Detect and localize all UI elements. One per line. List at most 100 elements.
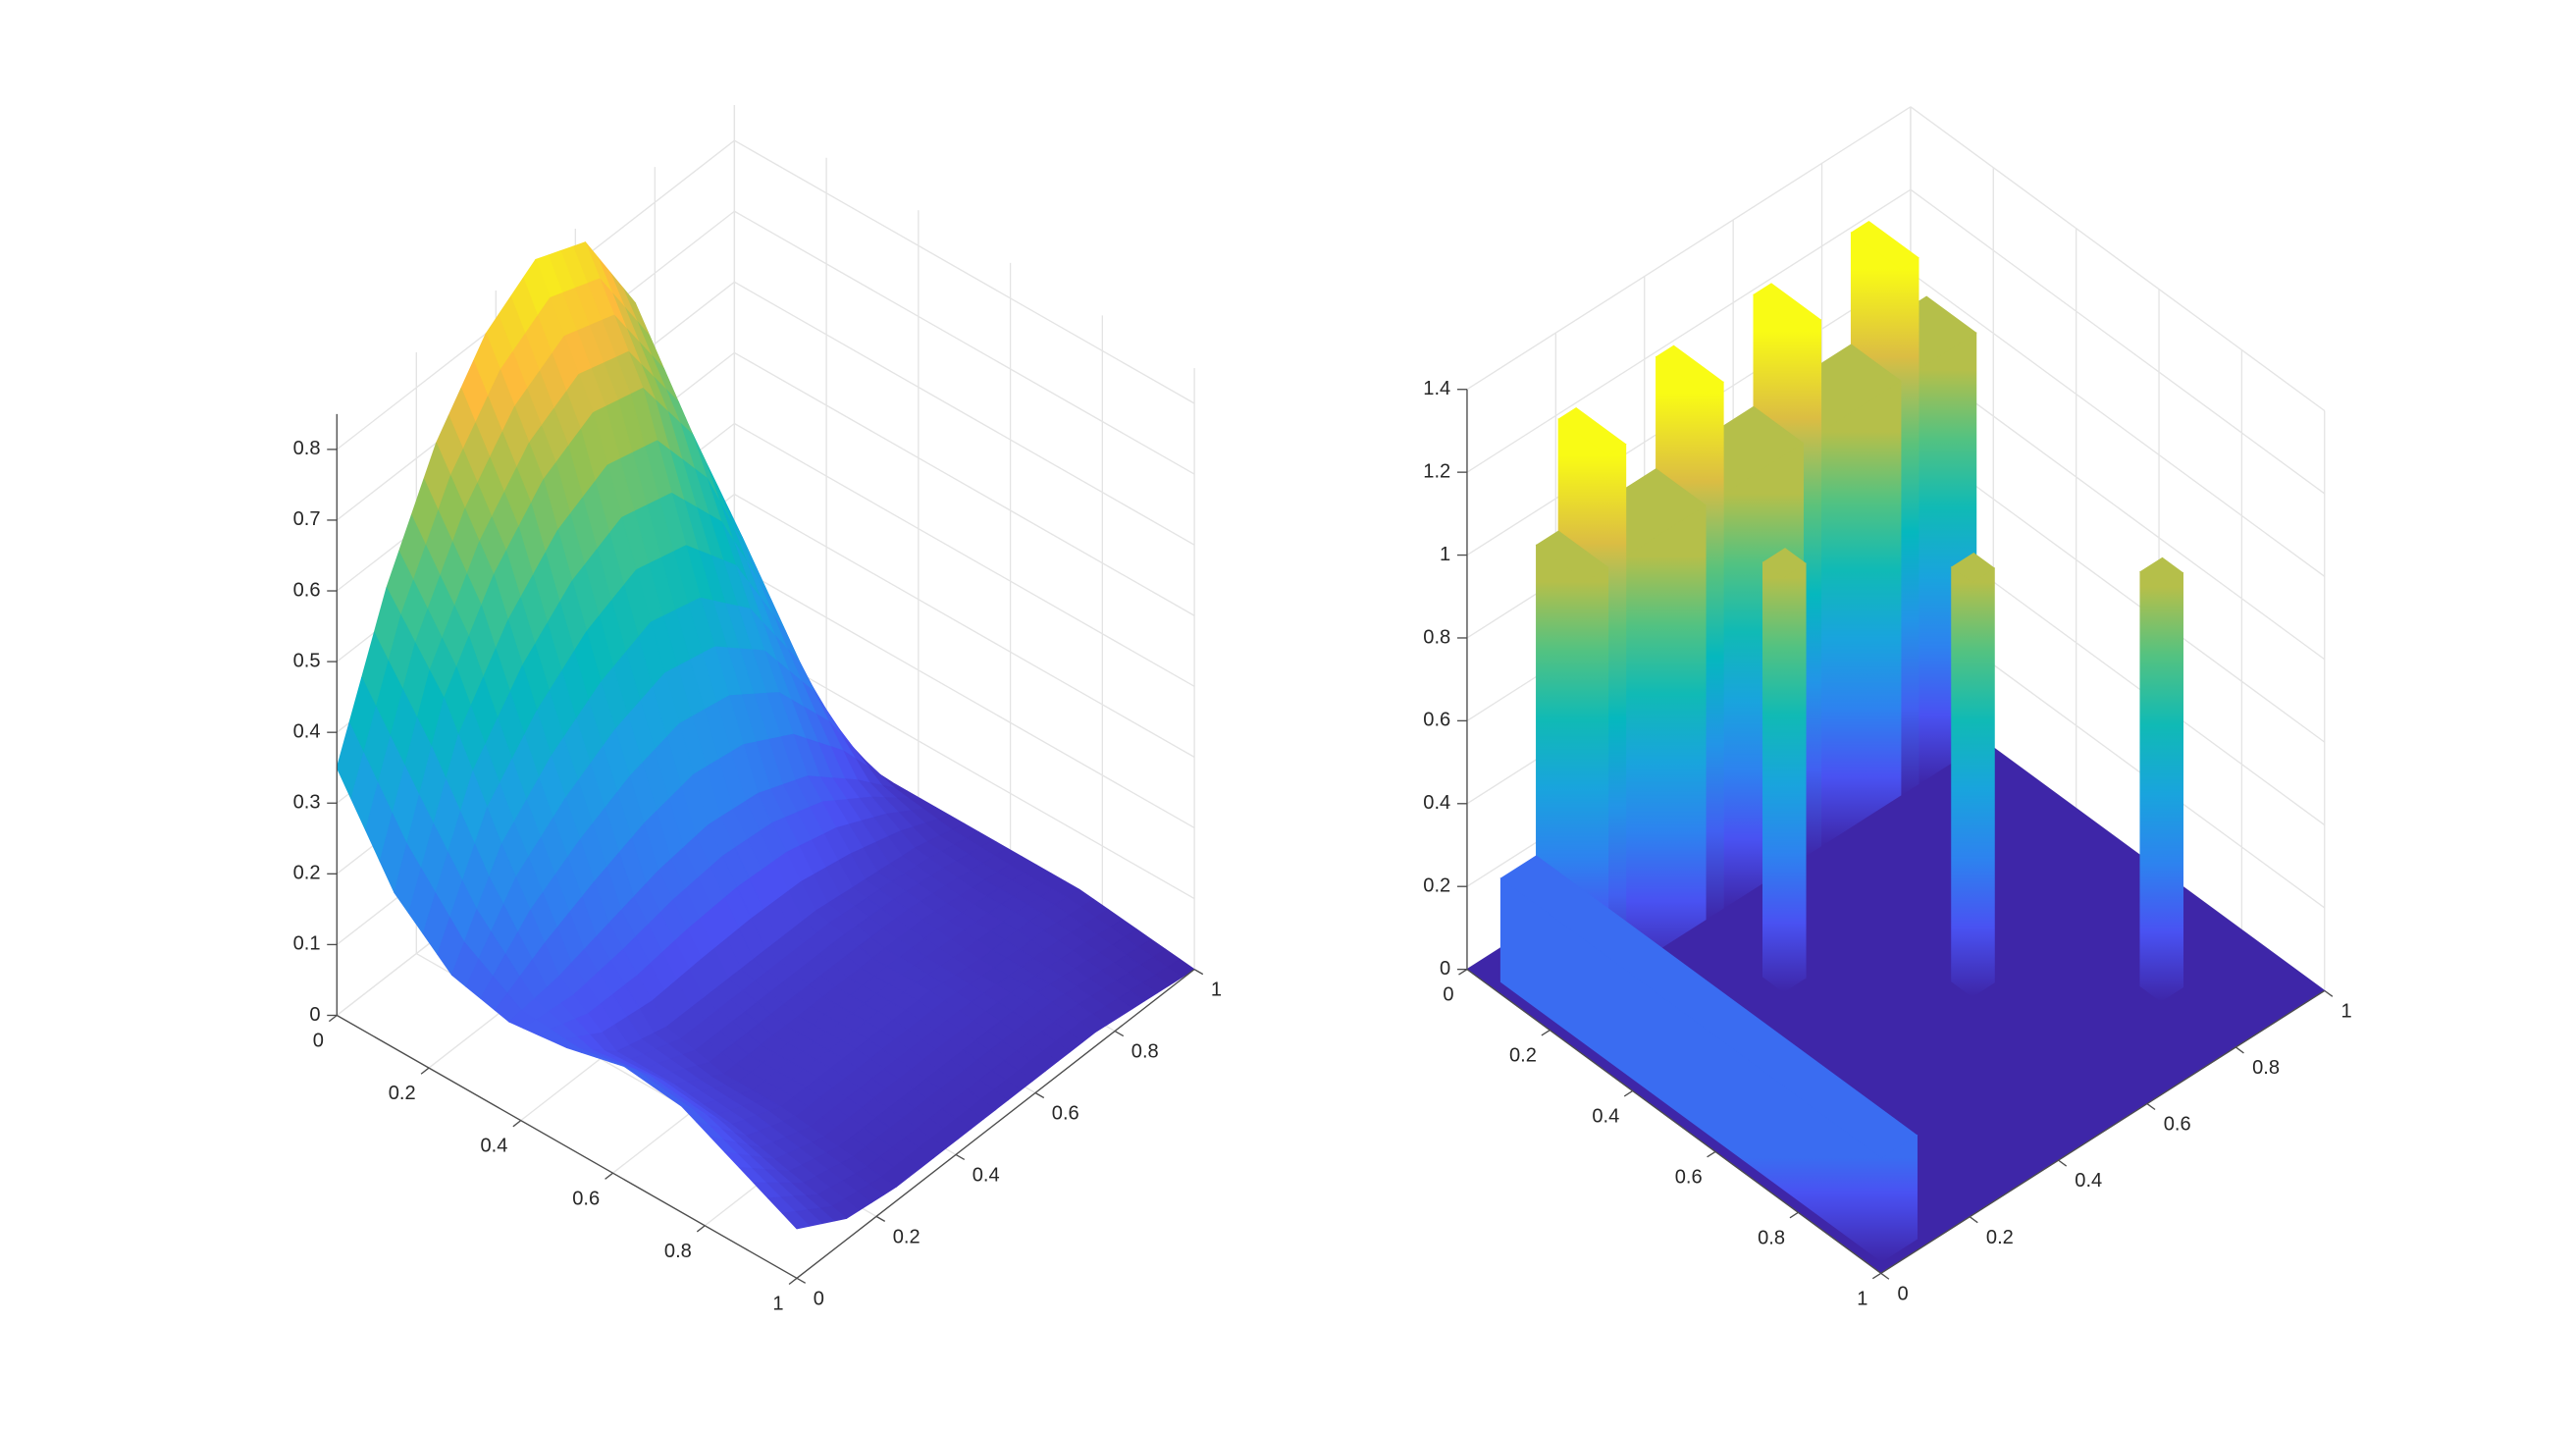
y-tick-label: 0.4 <box>973 1165 1000 1187</box>
y-tick-label: 1 <box>2340 1000 2351 1022</box>
x-tick-label: 0 <box>313 1031 324 1052</box>
grid-line <box>734 210 1195 475</box>
y-tick <box>2324 989 2334 997</box>
y-tick-label: 0 <box>1898 1283 1909 1304</box>
grid-line <box>734 564 1195 829</box>
z-tick-label: 0 <box>1440 958 1450 980</box>
grid-line <box>1910 437 2326 743</box>
y-tick <box>1034 1091 1045 1099</box>
grid-line <box>1910 354 2326 661</box>
block-face <box>2139 570 2162 1003</box>
z-tick-label: 1.2 <box>1423 460 1450 482</box>
z-tick-label: 0 <box>309 1004 320 1026</box>
y-tick-label: 0.6 <box>1052 1103 1079 1125</box>
y-tick-label: 0.2 <box>893 1226 920 1247</box>
grid-line <box>1910 272 2326 577</box>
x-tick <box>420 1067 430 1075</box>
x-tick <box>788 1277 798 1286</box>
grid-line <box>1910 188 2326 495</box>
block-top <box>1753 283 1822 332</box>
grid-line <box>734 351 1195 616</box>
y-tick-label: 1 <box>1211 980 1222 1001</box>
y-axis <box>1880 989 2326 1274</box>
y-tick-label: 0.8 <box>2252 1057 2280 1079</box>
block-face <box>1607 443 1627 982</box>
x-axis <box>1466 969 1882 1274</box>
y-tick <box>2146 1103 2156 1111</box>
x-tick-label: 0.2 <box>389 1083 416 1104</box>
block-top <box>1535 530 1609 583</box>
block-top <box>1850 220 1919 270</box>
y-tick <box>1193 969 1204 976</box>
grid-line <box>1466 188 1912 473</box>
z-tick-label: 0.7 <box>293 508 321 530</box>
x-tick <box>696 1225 706 1233</box>
block-face <box>1820 380 1902 847</box>
x-axis <box>336 1014 798 1279</box>
plot-area <box>336 241 1195 1230</box>
x-tick <box>605 1172 613 1180</box>
x-tick-label: 0.8 <box>1758 1227 1785 1248</box>
x-tick-label: 1 <box>772 1293 783 1314</box>
z-tick-label: 1.4 <box>1423 378 1450 399</box>
y-tick-label: 0.6 <box>2164 1114 2191 1136</box>
grid-line <box>734 139 1195 404</box>
y-tick <box>796 1277 807 1284</box>
block-top <box>1950 552 1996 583</box>
z-tick-label: 0.2 <box>293 863 321 884</box>
y-tick <box>2058 1159 2068 1167</box>
y-tick-label: 0.8 <box>1131 1041 1159 1063</box>
surface-patch <box>781 1211 811 1230</box>
x-tick <box>328 1014 338 1023</box>
grid-line <box>734 281 1195 546</box>
z-tick-label: 0.2 <box>1423 875 1450 897</box>
z-tick-label: 0.5 <box>293 650 321 671</box>
x-tick <box>1623 1089 1634 1097</box>
y-tick <box>955 1153 966 1161</box>
grid-line <box>734 422 1195 687</box>
z-tick-label: 1 <box>1440 544 1450 565</box>
axes: 0 0.2 0.4 0.6 0.8 1 0 0.2 0.4 0.6 0.8 1 0 0.1 0.2 0.3 0.… <box>293 105 1222 1314</box>
z-tick-label: 0.6 <box>293 579 321 601</box>
x-tick <box>1458 969 1468 976</box>
y-tick <box>1969 1216 1978 1224</box>
z-tick-label: 0.4 <box>293 720 321 742</box>
x-tick <box>1789 1211 1799 1219</box>
grid-line <box>734 493 1195 758</box>
z-tick-label: 0.1 <box>293 933 321 955</box>
x-tick-label: 0.6 <box>1675 1167 1703 1189</box>
x-tick-label: 1 <box>1857 1288 1867 1309</box>
x-tick-label: 0.4 <box>480 1136 507 1157</box>
x-tick <box>512 1120 522 1128</box>
block-top <box>1557 406 1627 456</box>
block-face <box>2160 571 2183 1002</box>
z-tick-label: 0.8 <box>1423 626 1450 648</box>
block-face <box>1900 256 1919 796</box>
y-tick-label: 0.4 <box>2075 1170 2102 1192</box>
x-tick-label: 0.4 <box>1592 1106 1619 1128</box>
block-face <box>1971 567 1995 998</box>
z-tick-label: 0.4 <box>1423 792 1450 814</box>
grid-line <box>1466 106 1912 391</box>
x-tick <box>1871 1272 1882 1280</box>
block-top <box>1761 548 1807 579</box>
x-tick-label: 0.2 <box>1509 1045 1537 1067</box>
z-tick-label: 0.3 <box>293 792 321 814</box>
block-top <box>1499 855 1919 1159</box>
block-face <box>1705 381 1724 921</box>
x-tick <box>1541 1029 1551 1036</box>
x-tick-label: 0.8 <box>664 1241 692 1262</box>
grid-line <box>734 635 1195 900</box>
x-tick <box>1707 1150 1716 1158</box>
block-face <box>1625 504 1707 972</box>
block-face <box>1783 562 1807 993</box>
y-tick <box>875 1215 886 1222</box>
block-top <box>1655 344 1724 395</box>
z-tick-label: 0.8 <box>293 438 321 459</box>
y-tick <box>1880 1272 1890 1280</box>
x-tick-label: 0 <box>1443 984 1453 1006</box>
block-face <box>1762 561 1784 993</box>
block-top <box>2139 556 2184 588</box>
